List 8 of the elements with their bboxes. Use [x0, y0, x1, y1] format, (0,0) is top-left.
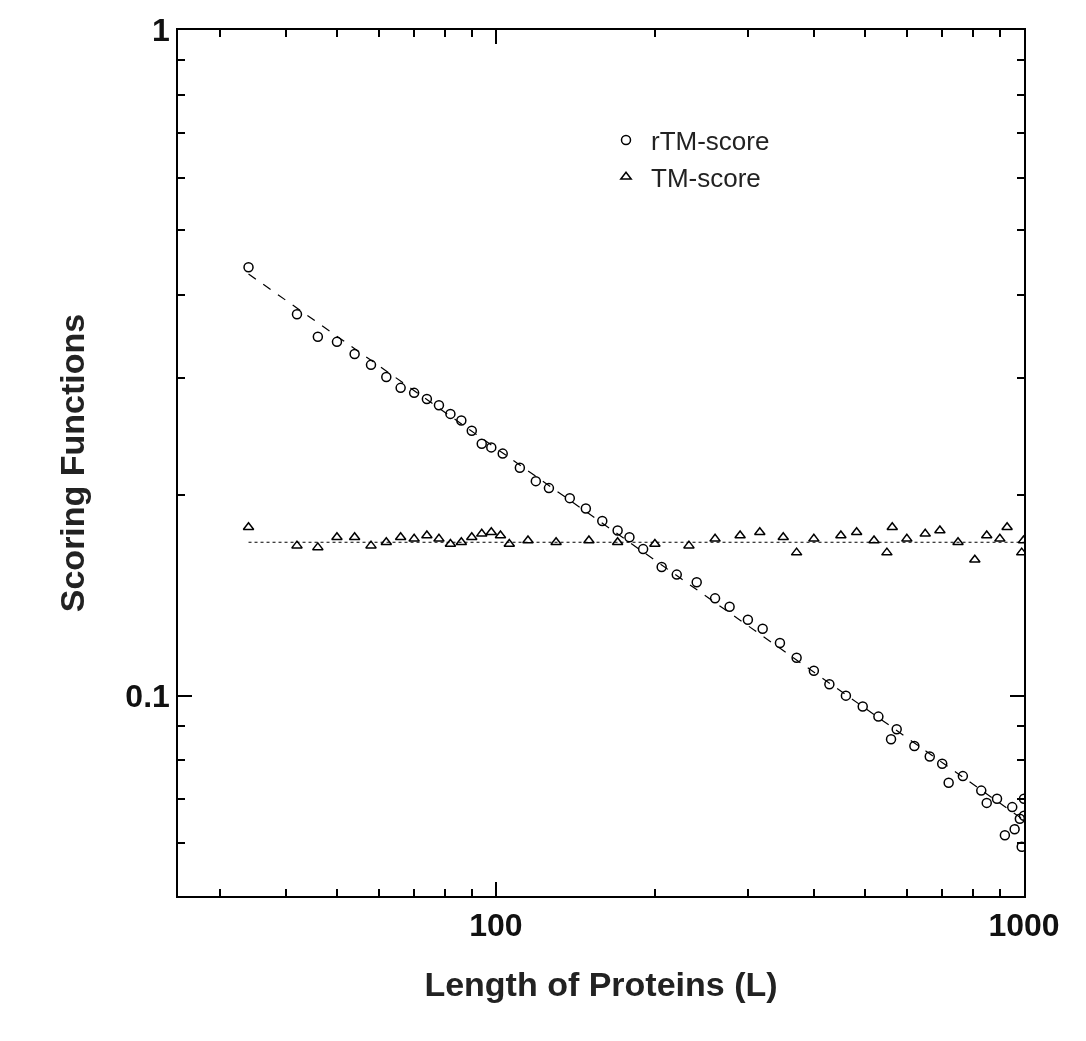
y-tick-label: 1 — [152, 12, 170, 49]
y-tick-label: 0.1 — [125, 677, 170, 714]
legend-label: rTM-score — [651, 126, 770, 157]
x-tick-label: 100 — [469, 907, 523, 944]
y-axis-title: Scoring Functions — [53, 313, 92, 613]
legend-label: TM-score — [651, 162, 761, 193]
x-axis-title: Length of Proteins (L) — [424, 964, 778, 1003]
x-tick-label: 1000 — [988, 907, 1060, 944]
